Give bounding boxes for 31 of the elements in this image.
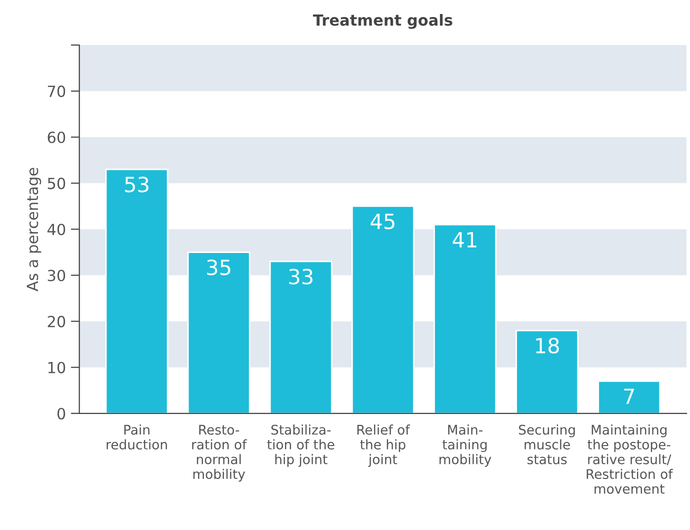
x-tick-label: Securing muscle status <box>518 424 575 464</box>
y-tick-label: 10 <box>48 362 66 374</box>
bar <box>105 168 168 414</box>
y-tick-label: 0 <box>57 408 66 420</box>
x-tick-label: Resto- ration of normal mobility <box>192 424 247 482</box>
x-tick-label: Pain reduction <box>106 424 167 450</box>
data-label: 35 <box>207 260 230 276</box>
y-axis-title: As a percentage <box>26 168 42 292</box>
data-label: 53 <box>125 176 148 192</box>
bar <box>187 252 250 414</box>
data-label: 45 <box>370 214 394 230</box>
bar <box>269 260 332 414</box>
y-tick-label: 30 <box>48 270 66 282</box>
y-tick-label: 40 <box>47 224 66 236</box>
x-tick-label: Main- taining mobility <box>440 424 492 467</box>
bar <box>351 206 414 414</box>
y-tick-label: 70 <box>48 86 66 98</box>
chart-title: Treatment goals <box>312 14 452 29</box>
bar <box>516 330 579 414</box>
bar <box>434 224 496 414</box>
data-label: 18 <box>536 338 559 354</box>
x-tick-label: Maintaining the postope- rative result/ Restriction of movement <box>586 424 673 494</box>
y-tick-label: 60 <box>48 132 66 144</box>
x-tick-label: Stabiliza- tion of the hip joint <box>267 424 334 467</box>
data-label: 7 <box>624 388 634 404</box>
bar <box>598 380 661 414</box>
data-label: 41 <box>452 232 476 248</box>
y-tick-label: 50 <box>48 178 66 190</box>
data-label: 33 <box>289 268 312 284</box>
y-tick-label: 20 <box>48 316 66 328</box>
x-tick-label: Relief of the hip joint <box>357 424 410 467</box>
